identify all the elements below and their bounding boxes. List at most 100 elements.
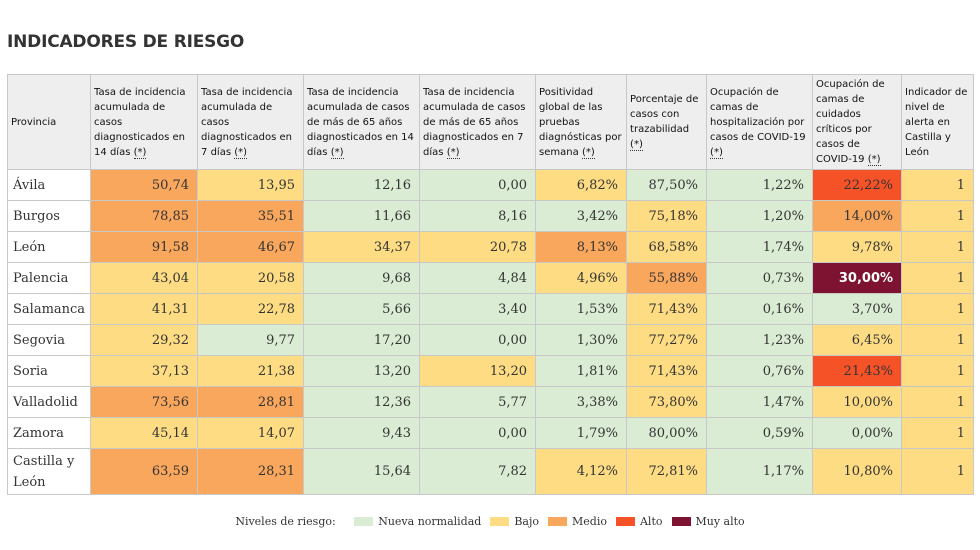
indicator-cell: 0,00	[419, 169, 537, 201]
indicator-cell: 91,58	[90, 231, 199, 263]
indicator-cell: 9,43	[303, 417, 421, 449]
column-header-1: Tasa de incidencia acumulada de casos di…	[90, 74, 199, 170]
table-body: Ávila 50,74 13,95 12,16 0,00 6,82% 87,50% 1,22%…	[6, 169, 975, 495]
indicator-cell: 50,74	[90, 169, 199, 201]
indicator-cell: 1,23%	[706, 324, 814, 356]
indicator-cell: 1,79%	[535, 417, 628, 449]
footnote-marker[interactable]: (*)	[133, 146, 147, 159]
indicator-cell: 1,47%	[706, 386, 814, 418]
footnote-marker[interactable]: (*)	[330, 146, 344, 159]
province-cell: Soria	[6, 355, 92, 387]
indicator-cell: 46,67	[197, 231, 305, 263]
column-header-text: Tasa de incidencia acumulada de casos de…	[423, 86, 526, 158]
column-header-7: Ocupación de camas de hospitalización po…	[706, 74, 814, 170]
province-cell: Salamanca	[6, 293, 92, 325]
indicator-cell: 13,20	[419, 355, 537, 387]
province-cell: Burgos	[6, 200, 92, 232]
indicator-cell: 1	[901, 262, 975, 294]
indicator-cell: 22,22%	[812, 169, 903, 201]
column-header-3: Tasa de incidencia acumulada de casos de…	[303, 74, 421, 170]
footnote-marker[interactable]: (*)	[234, 146, 248, 159]
indicator-cell: 12,36	[303, 386, 421, 418]
legend-label: Niveles de riesgo:	[235, 514, 336, 528]
indicator-cell: 77,27%	[626, 324, 708, 356]
indicator-cell: 71,43%	[626, 293, 708, 325]
indicator-cell: 71,43%	[626, 355, 708, 387]
indicator-cell: 20,58	[197, 262, 305, 294]
indicator-cell: 1	[901, 231, 975, 263]
indicator-cell: 11,66	[303, 200, 421, 232]
indicator-cell: 45,14	[90, 417, 199, 449]
indicator-cell: 4,84	[419, 262, 537, 294]
indicator-cell: 78,85	[90, 200, 199, 232]
column-header-text: Provincia	[11, 116, 57, 128]
column-header-text: Ocupación de camas de cuidados críticos …	[816, 79, 885, 165]
indicator-cell: 21,43%	[812, 355, 903, 387]
legend-item-label: Nueva normalidad	[378, 514, 482, 528]
column-header-text: Positividad global de las pruebas diagnó…	[539, 86, 622, 158]
indicator-cell: 15,64	[303, 448, 421, 495]
province-cell: León	[6, 231, 92, 263]
legend-swatch	[671, 516, 691, 526]
legend-item-label: Medio	[572, 514, 607, 528]
table-row: Zamora 45,14 14,07 9,43 0,00 1,79% 80,00% 0,59%…	[6, 417, 975, 449]
table-row: Castilla y León 63,59 28,31 15,64 7,82 4,12% 7…	[6, 448, 975, 495]
indicator-cell: 0,73%	[706, 262, 814, 294]
indicator-cell: 1	[901, 293, 975, 325]
indicator-cell: 63,59	[90, 448, 199, 495]
table-row: Burgos 78,85 35,51 11,66 8,16 3,42% 75,18% 1,20…	[6, 200, 975, 232]
indicator-cell: 1	[901, 386, 975, 418]
indicator-cell: 37,13	[90, 355, 199, 387]
indicator-cell: 0,59%	[706, 417, 814, 449]
indicator-cell: 21,38	[197, 355, 305, 387]
column-header-5: Positividad global de las pruebas diagnó…	[535, 74, 628, 170]
column-header-text: Porcentaje de casos con trazabilidad	[630, 94, 699, 135]
risk-indicators-table: Provincia Tasa de incidencia acumulada de…	[6, 74, 975, 495]
column-header-text: Ocupación de camas de hospitalización po…	[710, 86, 806, 143]
indicator-cell: 1,22%	[706, 169, 814, 201]
indicator-cell: 20,78	[419, 231, 537, 263]
footnote-marker[interactable]: (*)	[710, 146, 723, 159]
indicator-cell: 6,82%	[535, 169, 628, 201]
indicator-cell: 13,20	[303, 355, 421, 387]
indicator-cell: 1,20%	[706, 200, 814, 232]
footnote-marker[interactable]: (*)	[867, 154, 881, 166]
footnote-marker[interactable]: (*)	[581, 146, 595, 159]
province-cell: Ávila	[6, 169, 92, 201]
province-cell: Segovia	[6, 324, 92, 356]
indicator-cell: 34,37	[303, 231, 421, 263]
footnote-marker[interactable]: (*)	[446, 146, 460, 159]
column-header-4: Tasa de incidencia acumulada de casos de…	[419, 74, 537, 170]
legend-item-label: Bajo	[514, 514, 540, 528]
indicator-cell: 0,00	[419, 324, 537, 356]
legend-item-label: Muy alto	[695, 514, 745, 528]
indicator-cell: 43,04	[90, 262, 199, 294]
indicator-cell: 9,68	[303, 262, 421, 294]
table-row: Salamanca 41,31 22,78 5,66 3,40 1,53% 71,43% 0,…	[6, 293, 975, 325]
column-header-text: Tasa de incidencia acumulada de casos di…	[94, 86, 186, 158]
province-cell: Zamora	[6, 417, 92, 449]
indicator-cell: 0,76%	[706, 355, 814, 387]
column-header-text: Tasa de incidencia acumulada de casos de…	[307, 86, 414, 158]
indicator-cell: 41,31	[90, 293, 199, 325]
indicator-cell: 9,78%	[812, 231, 903, 263]
indicator-cell: 73,56	[90, 386, 199, 418]
indicator-cell: 13,95	[197, 169, 305, 201]
indicator-cell: 3,70%	[812, 293, 903, 325]
legend-item-label: Alto	[639, 514, 663, 528]
legend-swatch	[615, 516, 635, 526]
indicator-cell: 1,81%	[535, 355, 628, 387]
indicator-cell: 7,82	[419, 448, 537, 495]
indicator-cell: 73,80%	[626, 386, 708, 418]
column-header-2: Tasa de incidencia acumulada de casos di…	[197, 74, 305, 170]
legend-swatch	[354, 516, 374, 526]
footnote-marker[interactable]: (*)	[630, 139, 643, 151]
indicator-cell: 17,20	[303, 324, 421, 356]
indicator-cell: 22,78	[197, 293, 305, 325]
risk-legend: Niveles de riesgo: Nueva normalidad Bajo M…	[0, 514, 980, 528]
indicator-cell: 12,16	[303, 169, 421, 201]
indicator-cell: 0,00%	[812, 417, 903, 449]
province-cell: Castilla y León	[6, 448, 92, 495]
indicator-cell: 28,81	[197, 386, 305, 418]
province-cell: Valladolid	[6, 386, 92, 418]
